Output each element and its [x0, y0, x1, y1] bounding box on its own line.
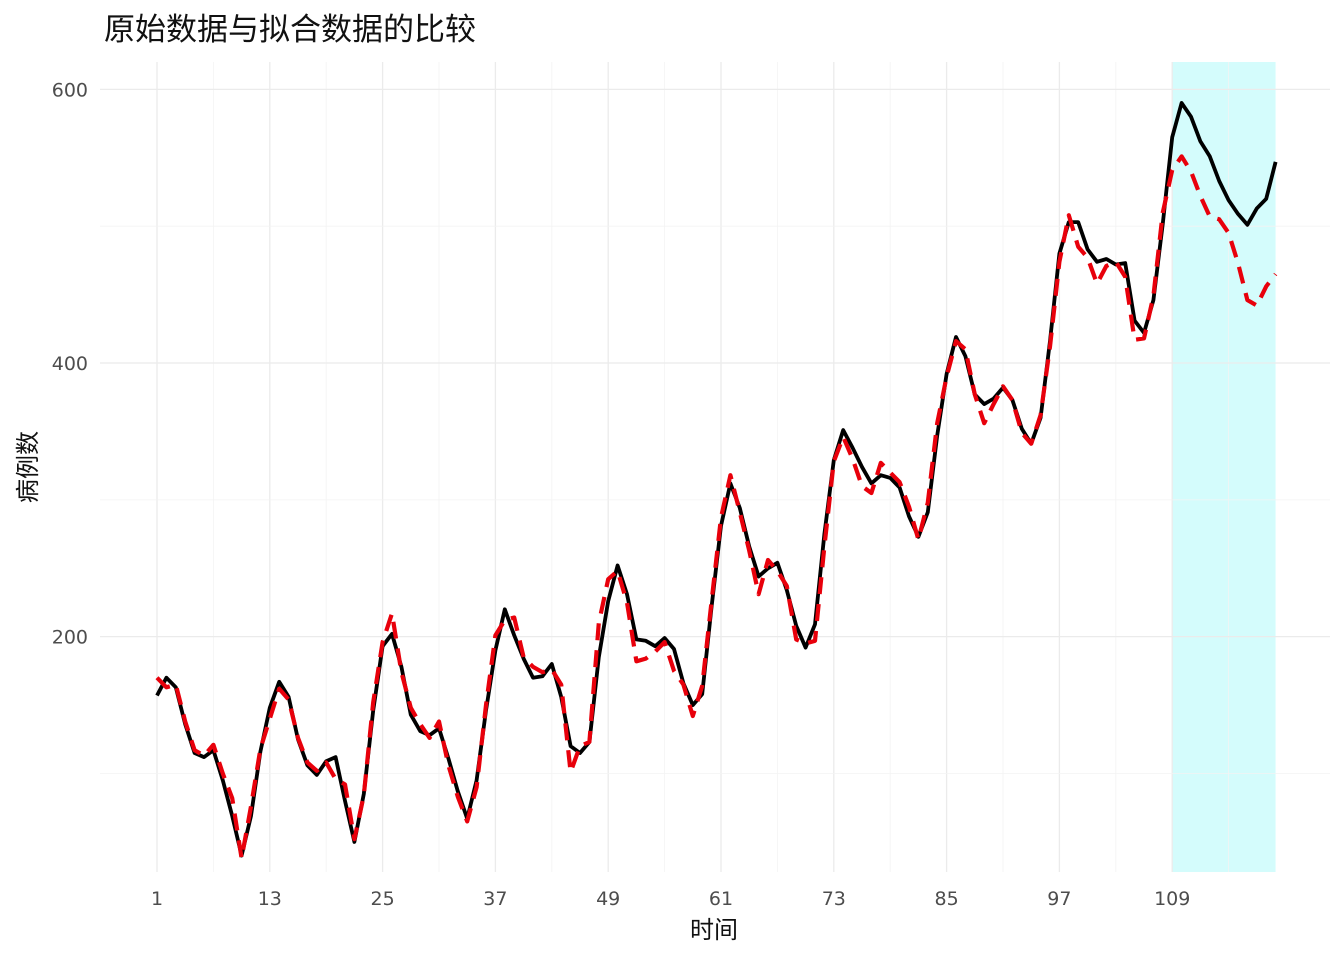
plot-area [100, 62, 1330, 872]
y-axis-ticks: 200 400 600 [52, 79, 88, 648]
x-tick-label: 61 [709, 888, 733, 910]
x-tick-label: 97 [1047, 888, 1071, 910]
x-tick-label: 49 [596, 888, 620, 910]
y-tick-label: 400 [52, 353, 88, 375]
y-tick-label: 600 [52, 79, 88, 101]
series-layer [155, 101, 1278, 861]
grid [100, 62, 1330, 872]
x-tick-label: 37 [483, 888, 507, 910]
x-tick-label: 109 [1154, 888, 1190, 910]
x-tick-label: 25 [371, 888, 395, 910]
highlight-band [1172, 62, 1276, 872]
fitted-series-line [155, 154, 1278, 861]
x-tick-label: 85 [935, 888, 959, 910]
chart-title: 原始数据与拟合数据的比较 [104, 12, 476, 48]
original-series-line [155, 101, 1278, 858]
y-axis-title: 病例数 [14, 431, 42, 503]
x-tick-label: 73 [822, 888, 846, 910]
x-axis-title: 时间 [690, 916, 738, 944]
x-tick-label: 13 [258, 888, 282, 910]
x-tick-label: 1 [151, 888, 163, 910]
x-axis-ticks: 1 13 25 37 49 61 73 85 97 109 [151, 888, 1190, 910]
y-tick-label: 200 [52, 627, 88, 649]
